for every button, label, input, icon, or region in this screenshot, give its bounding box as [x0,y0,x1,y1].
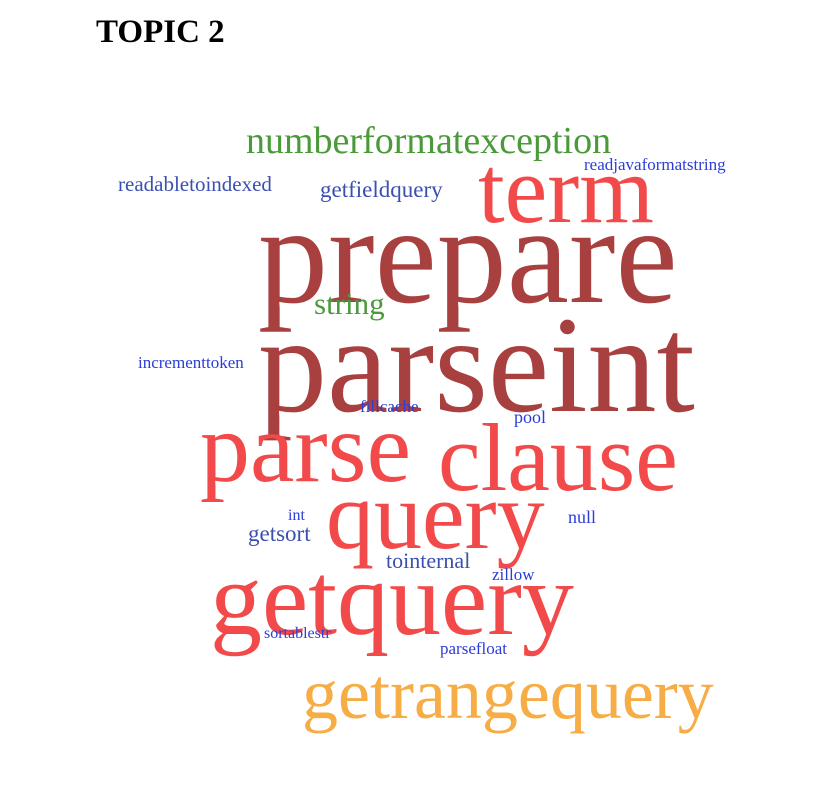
word-numberformatexception: numberformatexception [246,120,612,162]
word-query: query [326,462,545,569]
word-readjavaformatstring: readjavaformatstring [584,155,726,174]
word-parseint: parseint [258,288,695,441]
word-pool: pool [514,407,547,427]
word-parsefloat: parsefloat [440,639,508,658]
word-null: null [568,507,597,527]
word-string: string [314,286,385,321]
word-clause: clause [438,404,678,511]
word-incrementtoken: incrementtoken [138,353,244,372]
word-term: term [478,136,654,243]
topic-title: TOPIC 2 [96,14,225,50]
word-getquery: getquery [210,542,574,657]
word-tointernal: tointernal [386,548,471,573]
word-int: int [288,507,305,524]
word-zillow: zillow [492,565,535,584]
word-sortablestr: sortablestr [264,625,331,642]
word-getrangequery: getrangequery [302,654,714,734]
word-fillcache: fillcache [360,397,419,416]
word-readabletoindexed: readabletoindexed [118,172,272,196]
word-parse: parse [200,392,411,503]
word-prepare: prepare [258,178,678,333]
word-getfieldquery: getfieldquery [320,177,443,202]
word-getsort: getsort [248,521,311,546]
